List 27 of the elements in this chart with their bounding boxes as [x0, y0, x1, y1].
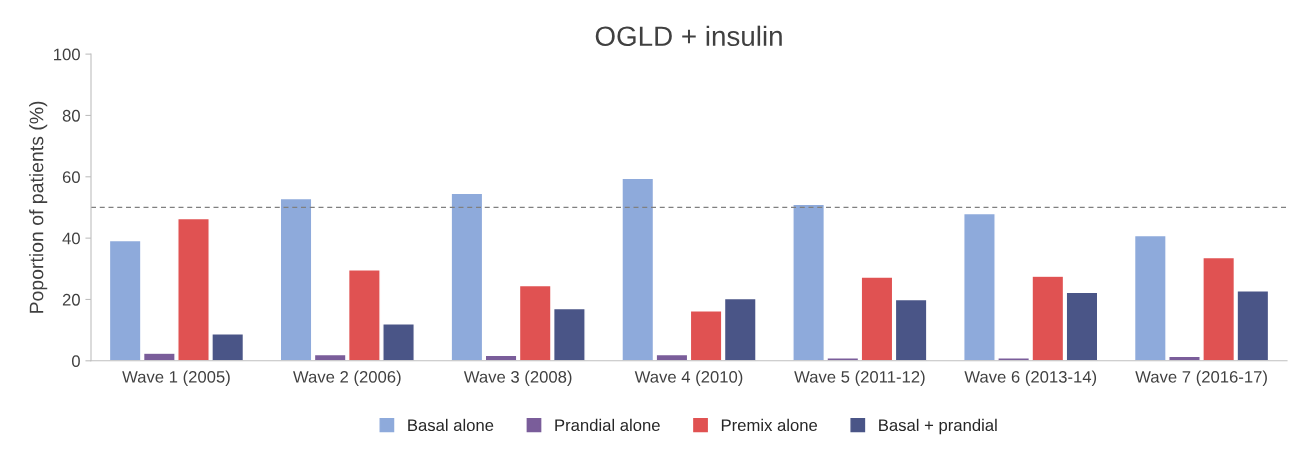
y-tick-label: 20 [62, 293, 80, 306]
legend-label: Prandial alone [555, 418, 660, 432]
x-tick-label: Wave 4 (2010) [634, 370, 743, 387]
x-tick-label: Wave 6 (2013-14) [964, 370, 1097, 387]
bar [279, 197, 313, 361]
x-tick-label: Wave 1 (2005) [122, 370, 230, 387]
bar [621, 177, 655, 361]
bar [689, 310, 723, 361]
bar [450, 192, 484, 361]
y-tick-label: 0 [71, 355, 80, 367]
legend-label: Premix alone [721, 418, 818, 432]
bar [1065, 291, 1099, 361]
bar [860, 276, 894, 361]
x-tick-label: Wave 5 (2011-12) [794, 370, 925, 387]
x-tick-label: Wave 7 (2016-17) [1135, 370, 1267, 387]
y-tick-label: 100 [54, 48, 80, 61]
y-tick-label: 40 [62, 232, 80, 245]
y-tick-label: 80 [62, 109, 80, 122]
y-tick-label: 60 [62, 171, 80, 183]
bar [894, 298, 928, 361]
legend-label: Basal alone [408, 418, 494, 432]
bar [723, 297, 757, 361]
x-tick-label: Wave 2 (2006) [293, 370, 401, 387]
x-tick-label: Wave 3 (2008) [463, 370, 572, 387]
y-axis-title: Poportion of patients (%) [29, 101, 48, 313]
legend-label: Basal + prandial [879, 418, 997, 435]
chart-title: OGLD + insulin [595, 25, 782, 47]
